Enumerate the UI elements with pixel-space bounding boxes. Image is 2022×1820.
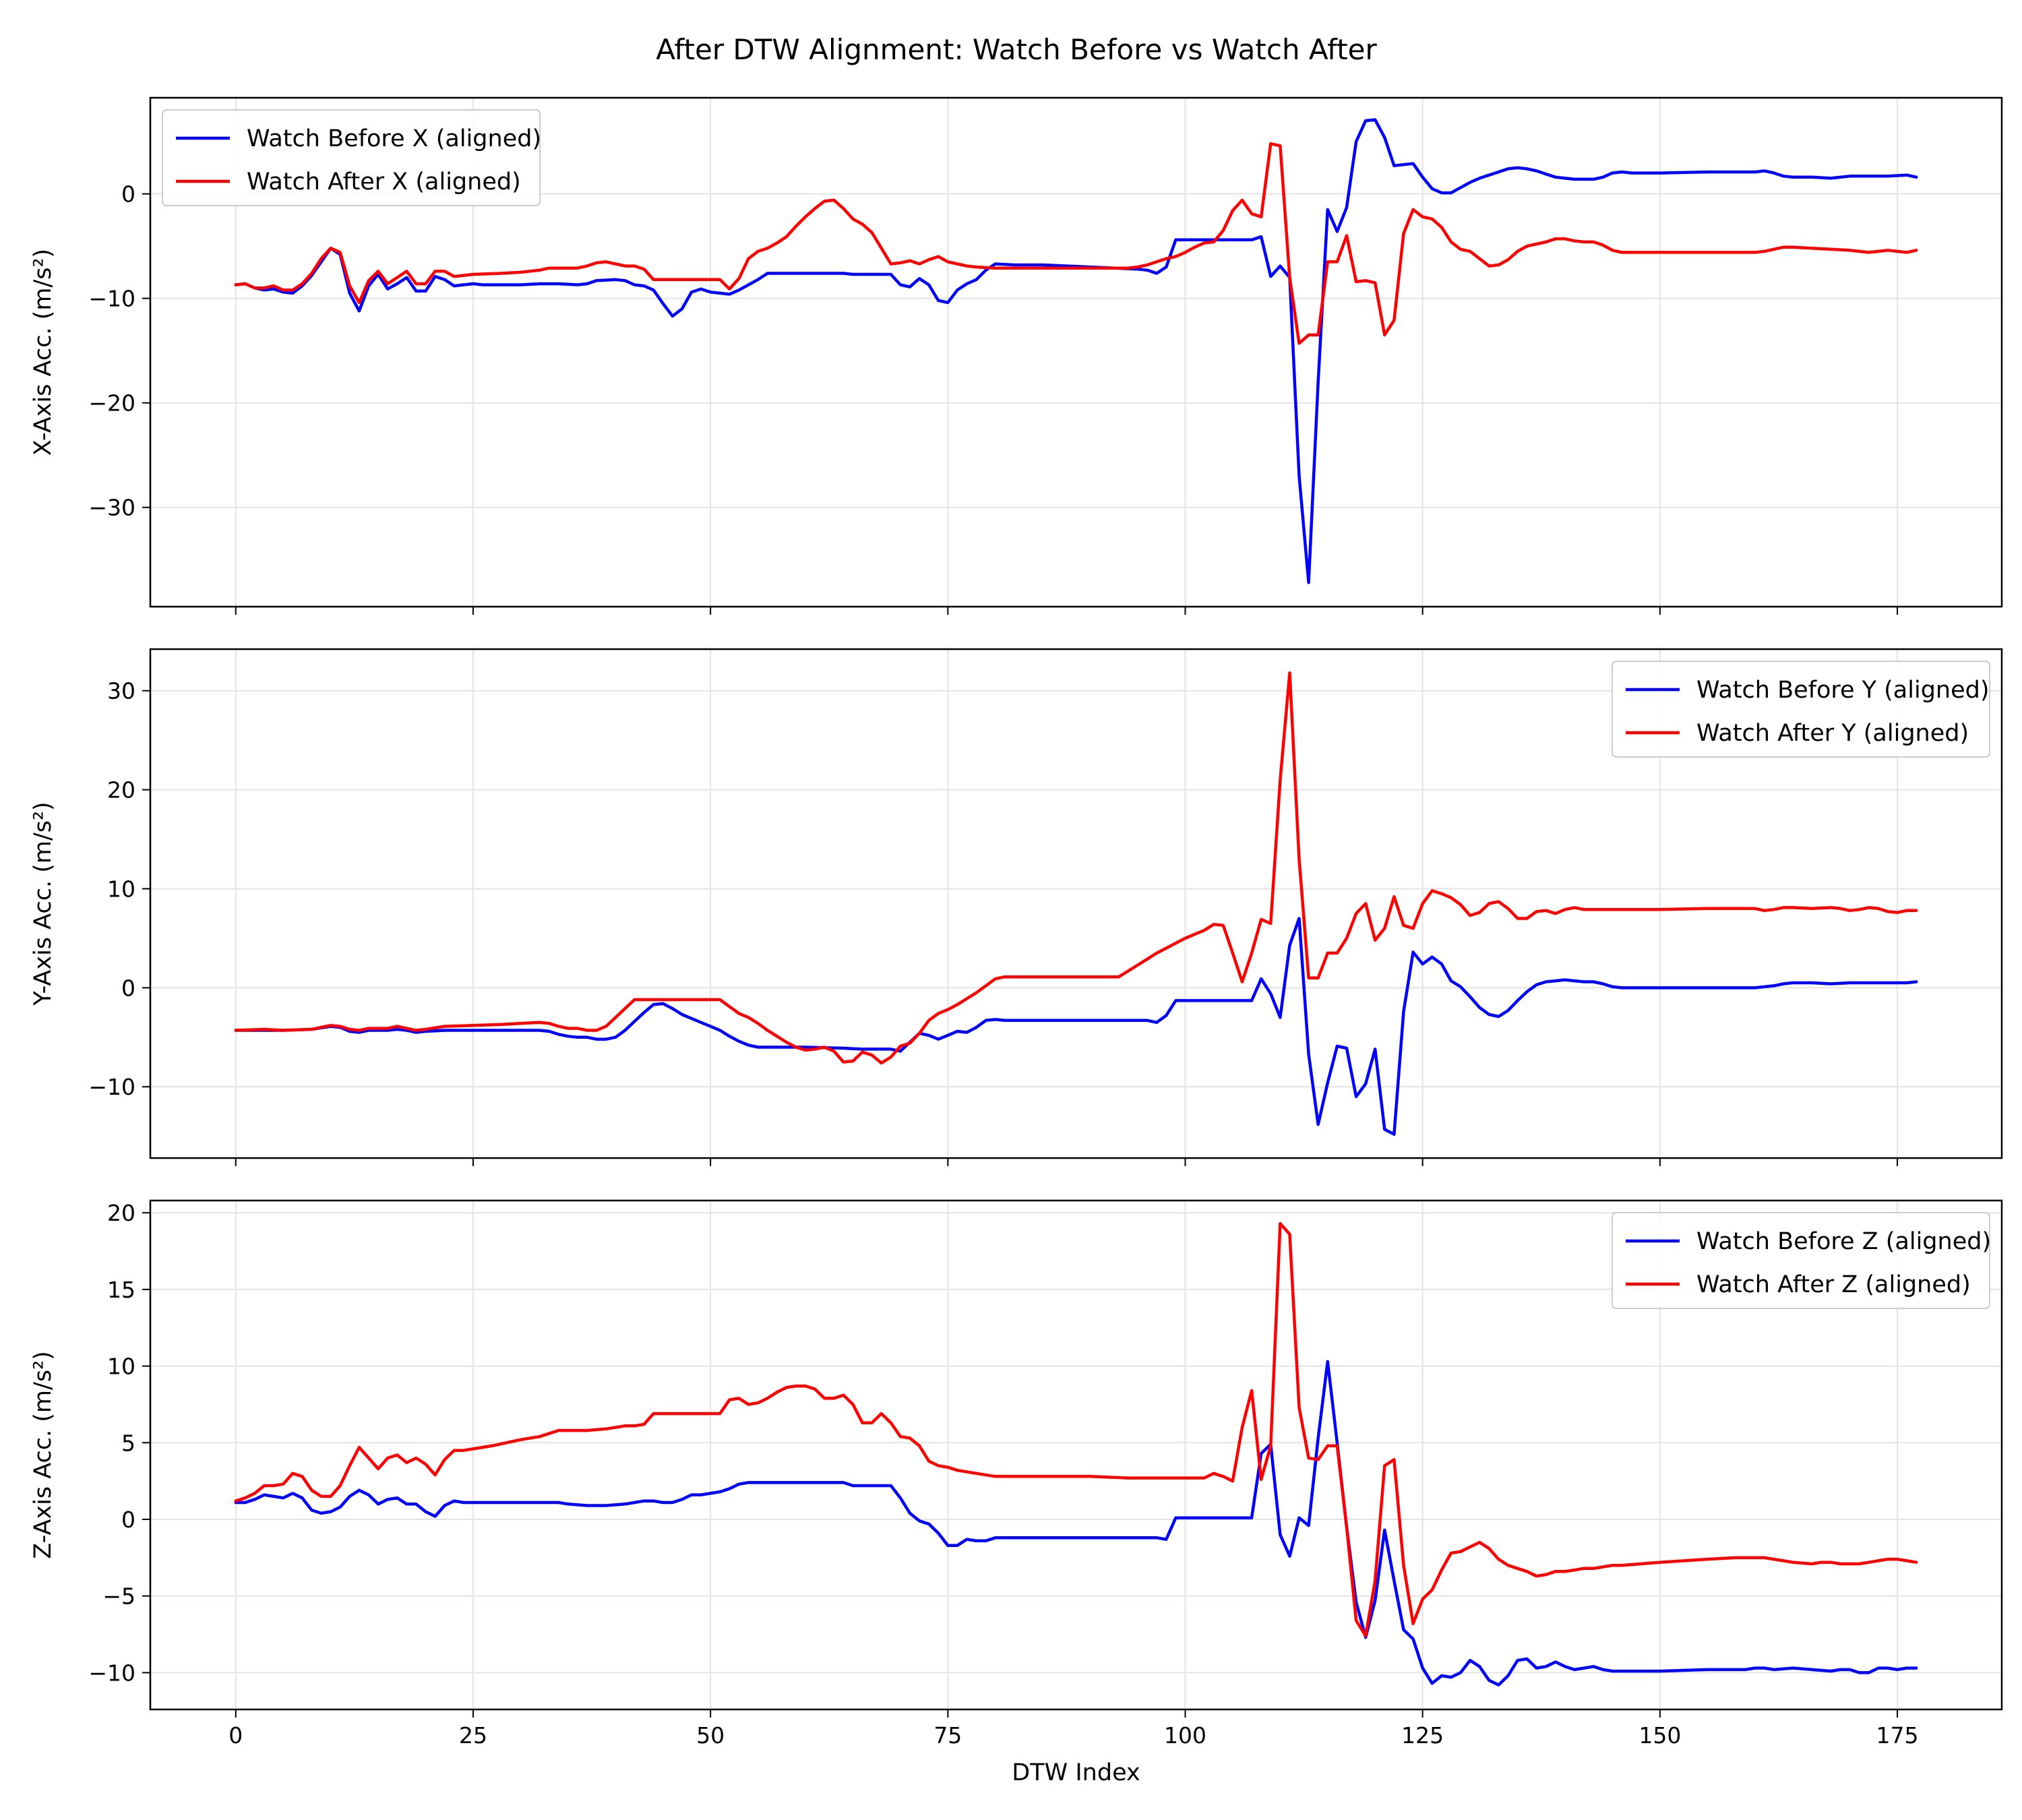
panel-x: −30 −20 −10 0 X-Axis Acc. (m/s²) Watch Before…: [30, 96, 2003, 615]
y-axis-label-x: X-Axis Acc. (m/s²): [30, 249, 57, 456]
x-tick-label: 50: [696, 1722, 725, 1749]
y-tick-label: 30: [107, 678, 135, 704]
y-tick-label: −30: [88, 495, 135, 521]
y-tick-label: −10: [88, 1074, 135, 1100]
legend-label-after: Watch After X (aligned): [247, 169, 521, 195]
series-line-after-z: [234, 1221, 1918, 1638]
y-axis-label-y: Y-Axis Acc. (m/s²): [30, 801, 57, 1006]
series-line-after-y: [234, 671, 1918, 1065]
panel-y: −10 0 10 20 30 Y-Axis Acc. (m/s²) Watch Before…: [30, 648, 2003, 1166]
x-tick-label: 175: [1876, 1722, 1919, 1749]
legend-label-after: Watch After Y (aligned): [1696, 720, 1969, 747]
x-axis-label: DTW Index: [1012, 1759, 1140, 1786]
y-tick-label: 0: [121, 1507, 135, 1533]
legend-label-after: Watch After Z (aligned): [1696, 1271, 1971, 1298]
panel-z: 0 25 50 75 100 125 150 175 −10 −5 0 5 10 15 20 Z-Axis A…: [30, 1199, 2003, 1786]
legend-y: Watch Before Y (aligned) Watch After Y (a…: [1612, 661, 1990, 758]
legend-z: Watch Before Z (aligned) Watch After Z (a…: [1612, 1212, 1991, 1309]
legend-box: [1612, 661, 1990, 758]
x-tick-label: 25: [459, 1722, 487, 1749]
series-line-after-x: [234, 142, 1918, 345]
legend-box: [162, 109, 541, 206]
x-tick-label: 125: [1401, 1722, 1444, 1749]
series-line-before-y: [234, 917, 1918, 1136]
y-tick-label: 20: [107, 1200, 135, 1226]
y-tick-label: 0: [121, 975, 135, 1001]
plot-frame: [149, 1199, 2003, 1711]
series-line-before-z: [234, 1360, 1918, 1687]
legend-label-before: Watch Before Z (aligned): [1696, 1228, 1991, 1255]
y-tick-label: −5: [102, 1583, 135, 1610]
y-tick-label: −10: [88, 1660, 135, 1686]
x-tick-label: 150: [1638, 1722, 1681, 1749]
plot-frame: [149, 96, 2003, 608]
y-axis-label-z: Z-Axis Acc. (m/s²): [30, 1351, 57, 1559]
x-tick-label: 0: [228, 1722, 243, 1749]
series-line-before-x: [234, 118, 1918, 584]
y-tick-label: 0: [121, 181, 135, 208]
y-tick-label: 10: [107, 876, 135, 902]
y-tick-label: 5: [121, 1430, 135, 1456]
y-tick-label: −20: [88, 390, 135, 417]
legend-x: Watch Before X (aligned) Watch After X (a…: [162, 109, 541, 206]
y-tick-label: 15: [107, 1277, 135, 1303]
plot-frame: [149, 648, 2003, 1159]
x-tick-label: 75: [933, 1722, 962, 1749]
figure-title: After DTW Alignment: Watch Before vs Wat…: [656, 33, 1377, 66]
legend-box: [1612, 1212, 1990, 1309]
legend-label-before: Watch Before Y (aligned): [1696, 677, 1990, 704]
legend-label-before: Watch Before X (aligned): [247, 125, 541, 152]
y-tick-label: −10: [88, 286, 135, 312]
y-tick-label: 10: [107, 1354, 135, 1380]
y-tick-label: 20: [107, 777, 135, 803]
x-tick-label: 100: [1164, 1722, 1206, 1749]
